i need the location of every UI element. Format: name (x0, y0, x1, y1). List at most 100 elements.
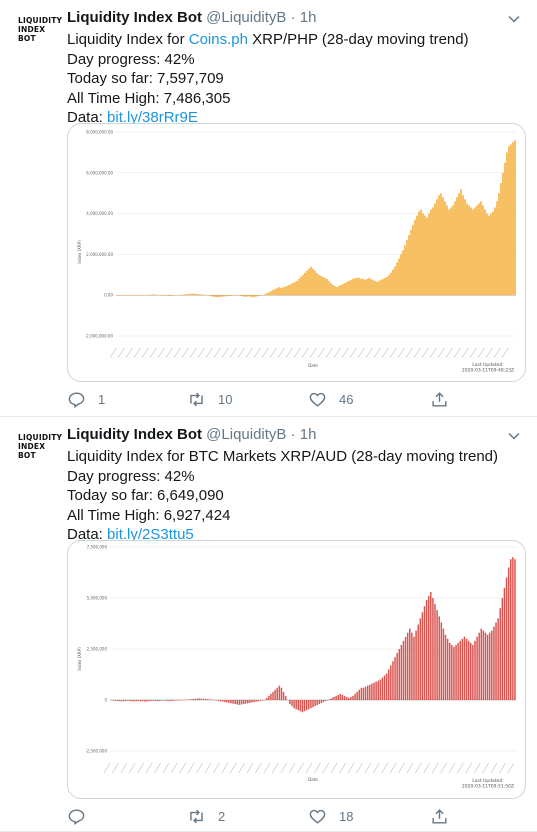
author-handle[interactable]: @LiquidityB (206, 426, 287, 443)
bar (402, 250, 404, 296)
chart-card[interactable]: Index (XRP) Date Last Updated: 2020-03-11… (67, 540, 526, 799)
bar (387, 669, 390, 700)
bar (462, 195, 464, 296)
bar (204, 698, 207, 700)
bar (352, 278, 354, 296)
bar (249, 700, 251, 703)
bar (166, 295, 168, 296)
bar (312, 700, 314, 708)
bar (398, 258, 400, 296)
data-link[interactable]: bit.ly/2S3ttu5 (107, 526, 194, 543)
x-tick-label (196, 762, 203, 774)
x-tick-label (398, 762, 405, 774)
bar (331, 697, 333, 700)
reply-button[interactable] (67, 805, 98, 827)
bar (296, 280, 298, 296)
chevron-down-icon[interactable] (505, 427, 523, 445)
x-tick-label (381, 347, 389, 359)
bar (248, 295, 250, 297)
retweet-button[interactable]: 10 (187, 388, 232, 410)
bar (223, 700, 226, 703)
bar (384, 277, 386, 296)
data-label: Data: (67, 109, 108, 126)
bar (463, 636, 466, 700)
last-updated-line: Last Updated: (472, 778, 503, 784)
x-tick-label (373, 347, 381, 359)
bar (488, 215, 490, 296)
tweet-time[interactable]: 1h (299, 9, 317, 26)
x-tick-label (356, 762, 363, 774)
bar (454, 201, 456, 296)
bar (348, 697, 350, 700)
tweet-time[interactable]: 1h (299, 426, 317, 443)
bar (366, 685, 369, 700)
data-link[interactable]: bit.ly/38rRr9E (107, 109, 198, 126)
share-button[interactable] (430, 805, 449, 827)
like-button[interactable]: 18 (308, 805, 353, 827)
today-so-far: Today so far: 7,597,709 (67, 70, 224, 87)
author-name[interactable]: Liquidity Index Bot (67, 9, 202, 26)
exchange-link[interactable]: Coins.ph (188, 31, 248, 48)
bar (484, 632, 487, 700)
bar (238, 700, 241, 705)
bar (270, 693, 272, 700)
bar (242, 700, 245, 705)
bar (264, 294, 266, 296)
y-tick-label: 2,500,000 (87, 647, 108, 652)
bar (188, 293, 190, 296)
avatar[interactable]: LIQUIDITY INDEX BOT (12, 12, 62, 58)
avatar[interactable]: LIQUIDITY INDEX BOT (12, 429, 62, 475)
x-tick-label (189, 347, 197, 359)
bar (495, 622, 497, 700)
data-line: Data: bit.ly/38rRr9E (67, 108, 469, 128)
bar (423, 606, 426, 700)
bar (286, 285, 288, 296)
avatar-logo-text: LIQUIDITY INDEX BOT (18, 433, 63, 460)
chart-card[interactable]: Index (XRP) Date Last Updated: 2020-03-11… (67, 123, 526, 382)
author-handle[interactable]: @LiquidityB (206, 9, 287, 26)
bar (330, 282, 332, 296)
bar (278, 287, 280, 296)
bar (212, 295, 214, 297)
y-axis-label: Index (XRP) (77, 240, 82, 264)
x-tick-label (305, 762, 313, 774)
bar (137, 700, 140, 702)
bar (409, 628, 411, 700)
bar (446, 638, 449, 700)
retweet-button[interactable]: 2 (187, 805, 225, 827)
share-icon (432, 391, 447, 407)
last-updated-line: 2020-03-11T09:48:23Z (462, 368, 514, 374)
x-tick-label (205, 347, 213, 359)
bar (440, 622, 443, 700)
bar (314, 700, 316, 707)
bar (192, 698, 194, 700)
bar (337, 694, 339, 700)
x-tick-label (297, 762, 304, 774)
tweet[interactable]: LIQUIDITY INDEX BOT Liquidity Index Bot … (0, 417, 537, 832)
like-button[interactable]: 46 (308, 388, 353, 410)
bar (424, 215, 426, 296)
reply-button[interactable]: 1 (67, 388, 105, 410)
share-icon (432, 808, 447, 824)
x-tick-label (421, 347, 429, 359)
bar (266, 293, 268, 296)
tweet[interactable]: LIQUIDITY INDEX BOT Liquidity Index Bot … (0, 0, 537, 417)
bar (499, 608, 501, 700)
tweet-header: Liquidity Index Bot @LiquidityB · 1h (67, 426, 316, 443)
bar (392, 269, 394, 296)
bar (362, 687, 365, 700)
x-tick-label (389, 347, 397, 359)
bar (417, 624, 419, 700)
author-name[interactable]: Liquidity Index Bot (67, 426, 202, 443)
bar (168, 295, 170, 297)
data-line: Data: bit.ly/2S3ttu5 (67, 525, 498, 545)
bar (505, 577, 508, 700)
bar (408, 235, 410, 296)
share-button[interactable] (430, 388, 449, 410)
tweet-header: Liquidity Index Bot @LiquidityB · 1h (67, 9, 316, 26)
bar (154, 700, 156, 702)
bar (184, 294, 186, 296)
bar (507, 567, 510, 700)
bar (234, 700, 236, 705)
chevron-down-icon[interactable] (505, 10, 523, 28)
